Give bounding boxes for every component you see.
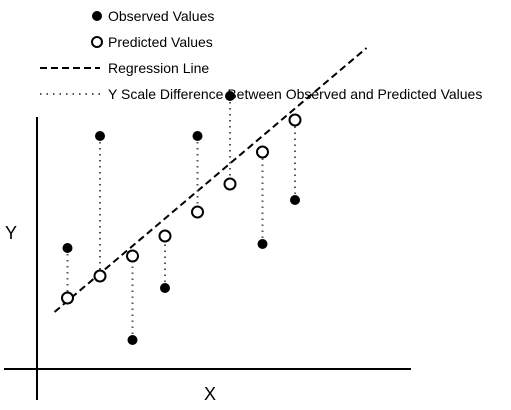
legend-regression-label: Regression Line bbox=[108, 60, 209, 76]
observed-point bbox=[127, 335, 138, 345]
legend: Observed Values Predicted Values Regress… bbox=[40, 8, 482, 102]
legend-observed-label: Observed Values bbox=[108, 8, 214, 24]
legend-predicted-label: Predicted Values bbox=[108, 34, 213, 50]
predicted-point bbox=[158, 229, 172, 243]
predicted-point bbox=[191, 205, 204, 219]
observed-point bbox=[95, 131, 105, 141]
observed-point bbox=[290, 195, 300, 205]
y-axis-label: Y bbox=[5, 223, 17, 243]
predicted-point bbox=[256, 145, 269, 159]
legend-difference-label: Y Scale Difference Between Observed and … bbox=[108, 86, 482, 102]
predicted-point bbox=[126, 249, 139, 263]
observed-point bbox=[257, 239, 268, 249]
observed-point bbox=[160, 283, 170, 293]
axes: Y X bbox=[4, 117, 411, 404]
observed-point bbox=[62, 243, 73, 253]
plot-area bbox=[53, 47, 368, 345]
predicted-point bbox=[223, 177, 237, 191]
regression-line bbox=[53, 47, 368, 313]
x-axis-label: X bbox=[204, 384, 216, 404]
legend-predicted-marker bbox=[91, 36, 103, 48]
predicted-point bbox=[93, 269, 107, 283]
legend-observed-marker bbox=[92, 11, 102, 21]
observed-point bbox=[192, 131, 203, 141]
observed-point bbox=[225, 91, 235, 101]
predicted-point bbox=[288, 113, 302, 127]
predicted-point bbox=[61, 291, 74, 305]
